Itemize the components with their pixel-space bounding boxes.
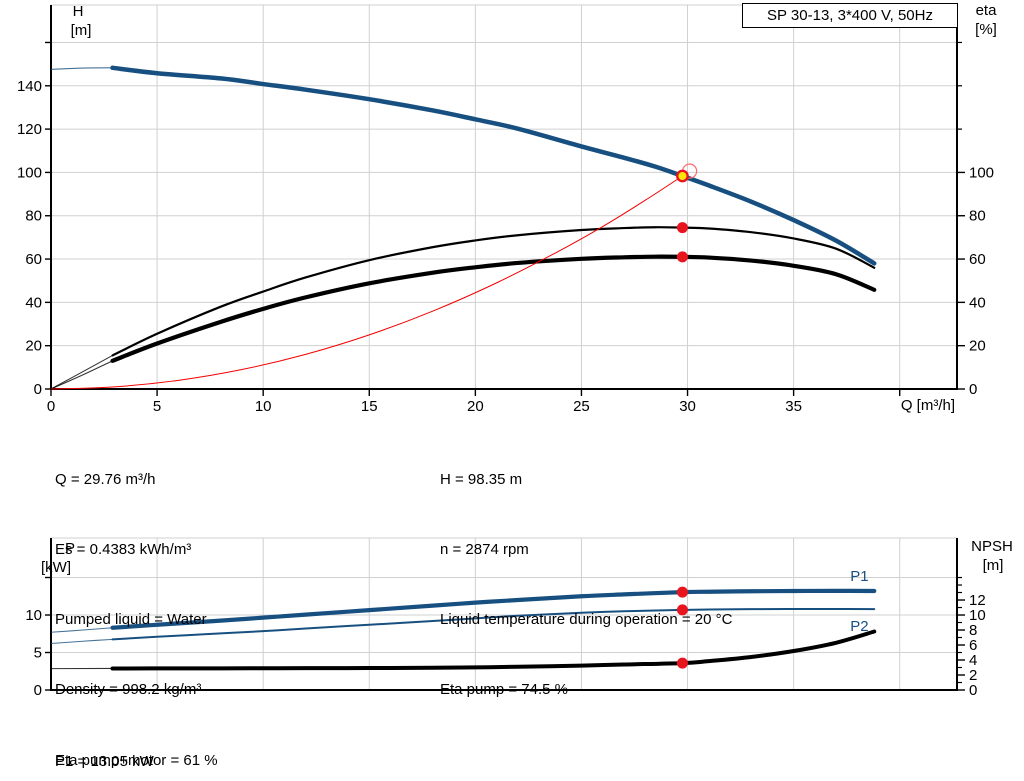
tick-label: 5	[153, 398, 161, 415]
duty-value-dot	[676, 657, 688, 669]
tick-label: 30	[679, 398, 696, 415]
result-liquid: Pumped liquid = Water	[55, 611, 207, 629]
tick-label: 100	[969, 164, 994, 181]
tick-label: 80	[25, 208, 42, 225]
x-axis-title-q: Q [m³/h]	[900, 397, 955, 414]
tick-label: 20	[969, 338, 986, 355]
tick-label: 0	[34, 381, 42, 398]
tick-label: 4	[969, 652, 977, 669]
series-label-p2: P2	[850, 618, 868, 635]
tick-label: 2	[969, 667, 977, 684]
left-axis-unit-m: [m]	[70, 22, 92, 39]
duty-value-dot	[676, 604, 688, 616]
results-block-left: Q = 29.76 m³/h Es = 0.4383 kWh/m³ Pumped…	[55, 421, 218, 781]
left-axis-title-p: P	[64, 540, 75, 557]
right-axis-title-eta: eta	[975, 2, 997, 19]
tick-label: 0	[969, 381, 977, 398]
curve-h	[110, 65, 877, 266]
duty-value-dot	[676, 251, 688, 263]
tick-label: 0	[34, 682, 42, 699]
curve-npsh	[110, 629, 877, 671]
tick-label: 0	[47, 398, 55, 415]
curve-h-min-flow	[50, 67, 113, 70]
tick-label: 6	[969, 637, 977, 654]
tick-label: 40	[969, 294, 986, 311]
results-block-right: H = 98.35 m n = 2874 rpm Liquid temperat…	[440, 421, 732, 749]
curve-p1	[110, 588, 877, 630]
tick-label: 20	[25, 338, 42, 355]
tick-label: 120	[17, 121, 42, 138]
result-q: Q = 29.76 m³/h	[55, 470, 156, 488]
result-speed: n = 2874 rpm	[440, 541, 529, 559]
tick-label: 40	[25, 294, 42, 311]
left-axis-unit-kw: [kW]	[41, 559, 71, 576]
curve-eta-pump+motor-min-flow	[50, 360, 113, 390]
duty-value-dot	[676, 222, 688, 234]
tick-label: 15	[361, 398, 378, 415]
result-liquid-temp: Liquid temperature during operation = 20…	[440, 611, 733, 629]
curve-eta-pump	[111, 226, 876, 357]
tick-label: 10	[255, 398, 272, 415]
tick-label: 60	[25, 251, 42, 268]
curve-p2	[111, 607, 876, 641]
tick-label: 100	[17, 164, 42, 181]
left-axis-title-h: H	[72, 3, 84, 20]
curve-p1-min-flow	[50, 627, 113, 633]
h-eta-chart: 0 5 10 15 20 25 30 35 0 20 40 60 80 100 120 140 0 20 40 60 8…	[17, 4, 994, 415]
tick-label: 35	[785, 398, 802, 415]
right-axis-unit-percent: [%]	[975, 21, 997, 38]
duty-value-dot	[676, 586, 688, 598]
result-eta-pump: Eta pump = 74.5 %	[440, 681, 568, 699]
tick-label: 10	[969, 607, 986, 624]
curve-p2-min-flow	[50, 638, 113, 645]
right-axis-title-npsh: NPSH	[971, 538, 1013, 555]
right-axis-unit-m: [m]	[982, 557, 1004, 574]
tick-label: 80	[969, 208, 986, 225]
curve-system-curve	[50, 175, 683, 390]
tick-label: 25	[573, 398, 590, 415]
curve-eta-pump-min-flow	[50, 354, 113, 390]
result-es: Es = 0.4383 kWh/m³	[55, 541, 192, 559]
tick-label: 20	[467, 398, 484, 415]
tick-label: 12	[969, 592, 986, 609]
duty-point-marker[interactable]	[676, 169, 689, 183]
tick-label: 140	[17, 78, 42, 95]
tick-label: 8	[969, 622, 977, 639]
chart-title-box: SP 30-13, 3*400 V, 50Hz	[742, 3, 958, 28]
result-p1: P1 = 13.05 kW	[55, 752, 154, 770]
tick-label: 10	[25, 607, 42, 624]
tick-label: 5	[34, 645, 42, 662]
curve-eta-pump+motor	[110, 254, 877, 363]
result-eta-pump-motor: Eta pump+motor = 61 %	[55, 751, 218, 769]
series-label-p1: P1	[850, 568, 868, 585]
result-density: Density = 998.2 kg/m³	[55, 681, 202, 699]
results-block-bottom: P1 = 13.05 kW P2 = 10.68 kW NPSH = 3.59 …	[55, 703, 160, 781]
tick-label: 60	[969, 251, 986, 268]
result-h: H = 98.35 m	[440, 470, 523, 488]
tick-label: 0	[969, 682, 977, 699]
